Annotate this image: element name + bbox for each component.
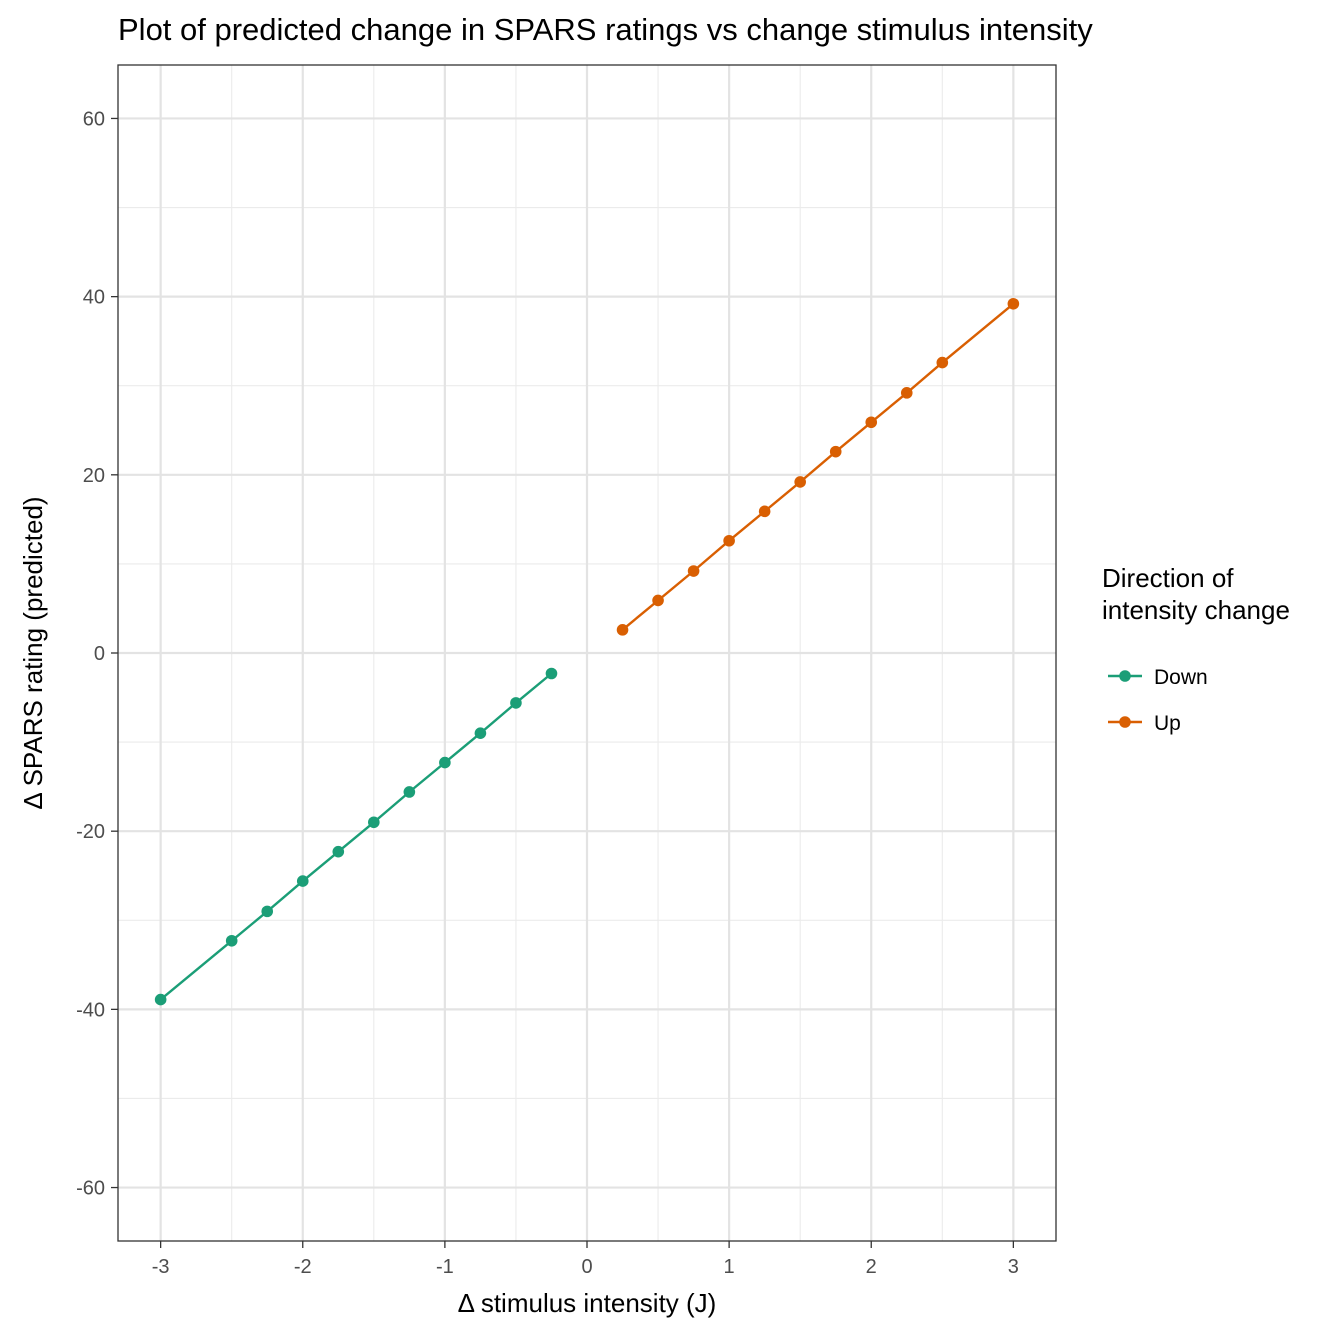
x-tick-label: 0	[581, 1256, 592, 1278]
data-point-down	[296, 875, 309, 887]
data-point-down	[368, 816, 380, 829]
data-point-up	[687, 565, 700, 577]
legend-items: Down Up	[1108, 666, 1208, 735]
legend-key-point-up	[1119, 716, 1131, 728]
x-tick-label: -3	[152, 1256, 170, 1278]
data-point-up	[865, 416, 878, 429]
series-down	[154, 667, 558, 1006]
data-point-down	[439, 756, 451, 769]
data-point-down	[403, 786, 416, 798]
x-tick-label: 1	[724, 1256, 735, 1278]
x-tick-label: 3	[1008, 1256, 1019, 1278]
y-axis-title: Δ SPARS rating (predicted)	[18, 496, 48, 809]
data-point-up	[900, 387, 913, 399]
data-point-up	[723, 534, 735, 547]
legend-item-down: Down	[1108, 666, 1208, 689]
chart-title: Plot of predicted change in SPARS rating…	[118, 12, 1093, 47]
y-tick-label: 20	[83, 465, 105, 487]
data-point-up	[794, 476, 806, 488]
series-layer	[154, 297, 1020, 1006]
y-tick-label: -60	[76, 1178, 105, 1200]
legend-label-up: Up	[1154, 712, 1181, 735]
x-tick-label: -1	[436, 1256, 454, 1278]
data-point-down	[332, 845, 345, 858]
x-axis: -3 -2 -1 0 1 2 3	[152, 1241, 1019, 1278]
legend-item-up: Up	[1108, 712, 1181, 735]
data-point-up	[616, 624, 629, 636]
legend-title-line-1: Direction of	[1102, 563, 1234, 593]
data-point-down	[225, 934, 238, 947]
series-up	[616, 297, 1020, 636]
data-point-down	[545, 667, 558, 680]
data-point-up	[829, 445, 842, 458]
data-point-down	[510, 697, 522, 709]
data-point-up	[1007, 297, 1020, 310]
legend: Direction of intensity change Down Up	[1102, 563, 1290, 735]
y-tick-label: -20	[76, 821, 105, 843]
legend-key-point-down	[1119, 670, 1131, 682]
major-gridlines	[118, 65, 1056, 1241]
data-point-down	[154, 993, 167, 1006]
y-tick-label: -40	[76, 999, 105, 1021]
legend-label-down: Down	[1154, 666, 1208, 689]
data-point-up	[936, 356, 949, 369]
y-tick-label: 60	[83, 108, 105, 130]
x-tick-label: 2	[866, 1256, 877, 1278]
x-tick-label: -2	[294, 1256, 312, 1278]
x-axis-title: Δ stimulus intensity (J)	[458, 1288, 717, 1318]
data-point-up	[758, 505, 771, 518]
data-point-up	[652, 594, 664, 607]
y-tick-label: 40	[83, 287, 105, 309]
y-tick-label: 0	[94, 643, 105, 665]
y-axis: -60 -40 -20 0 20 40 60	[76, 108, 118, 1200]
data-point-down	[261, 905, 274, 918]
data-point-down	[474, 727, 487, 739]
legend-title-line-2: intensity change	[1102, 595, 1290, 625]
